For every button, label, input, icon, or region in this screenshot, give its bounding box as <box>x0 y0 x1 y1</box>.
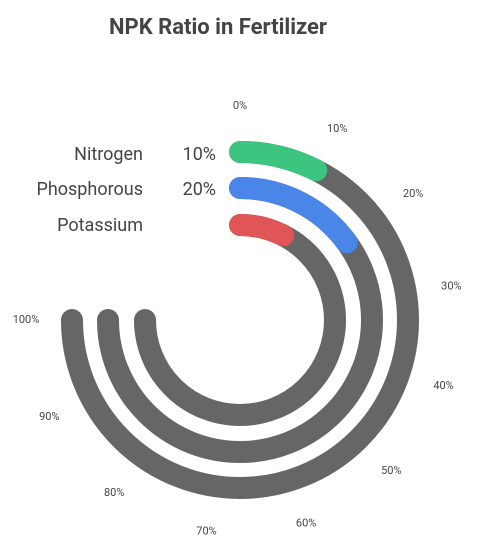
value-label: 20% <box>183 179 216 200</box>
axis-tick-label: 40% <box>433 379 453 392</box>
chart-title: NPK Ratio in Fertilizer <box>109 15 327 40</box>
axis-tick-label: 60% <box>296 516 316 529</box>
track <box>61 141 419 499</box>
axis-tick-label: 50% <box>381 464 401 477</box>
axis-tick-label: 80% <box>104 486 124 499</box>
bar <box>229 177 358 254</box>
legend-label: Nitrogen <box>74 144 143 165</box>
bar <box>229 214 295 247</box>
bar <box>229 141 328 182</box>
track <box>134 214 346 426</box>
axis-tick-label: 100% <box>13 313 40 326</box>
axis-tick-label: 20% <box>403 187 423 200</box>
value-label: 10% <box>183 144 216 165</box>
axis-tick-label: 30% <box>441 279 461 292</box>
legend-label: Phosphorous <box>36 179 143 200</box>
axis-tick-label: 10% <box>327 122 347 135</box>
axis-tick-label: 0% <box>233 99 247 112</box>
axis-tick-label: 90% <box>39 410 59 423</box>
legend-label: Potassium <box>57 215 143 236</box>
axis-tick-label: 70% <box>196 524 216 537</box>
